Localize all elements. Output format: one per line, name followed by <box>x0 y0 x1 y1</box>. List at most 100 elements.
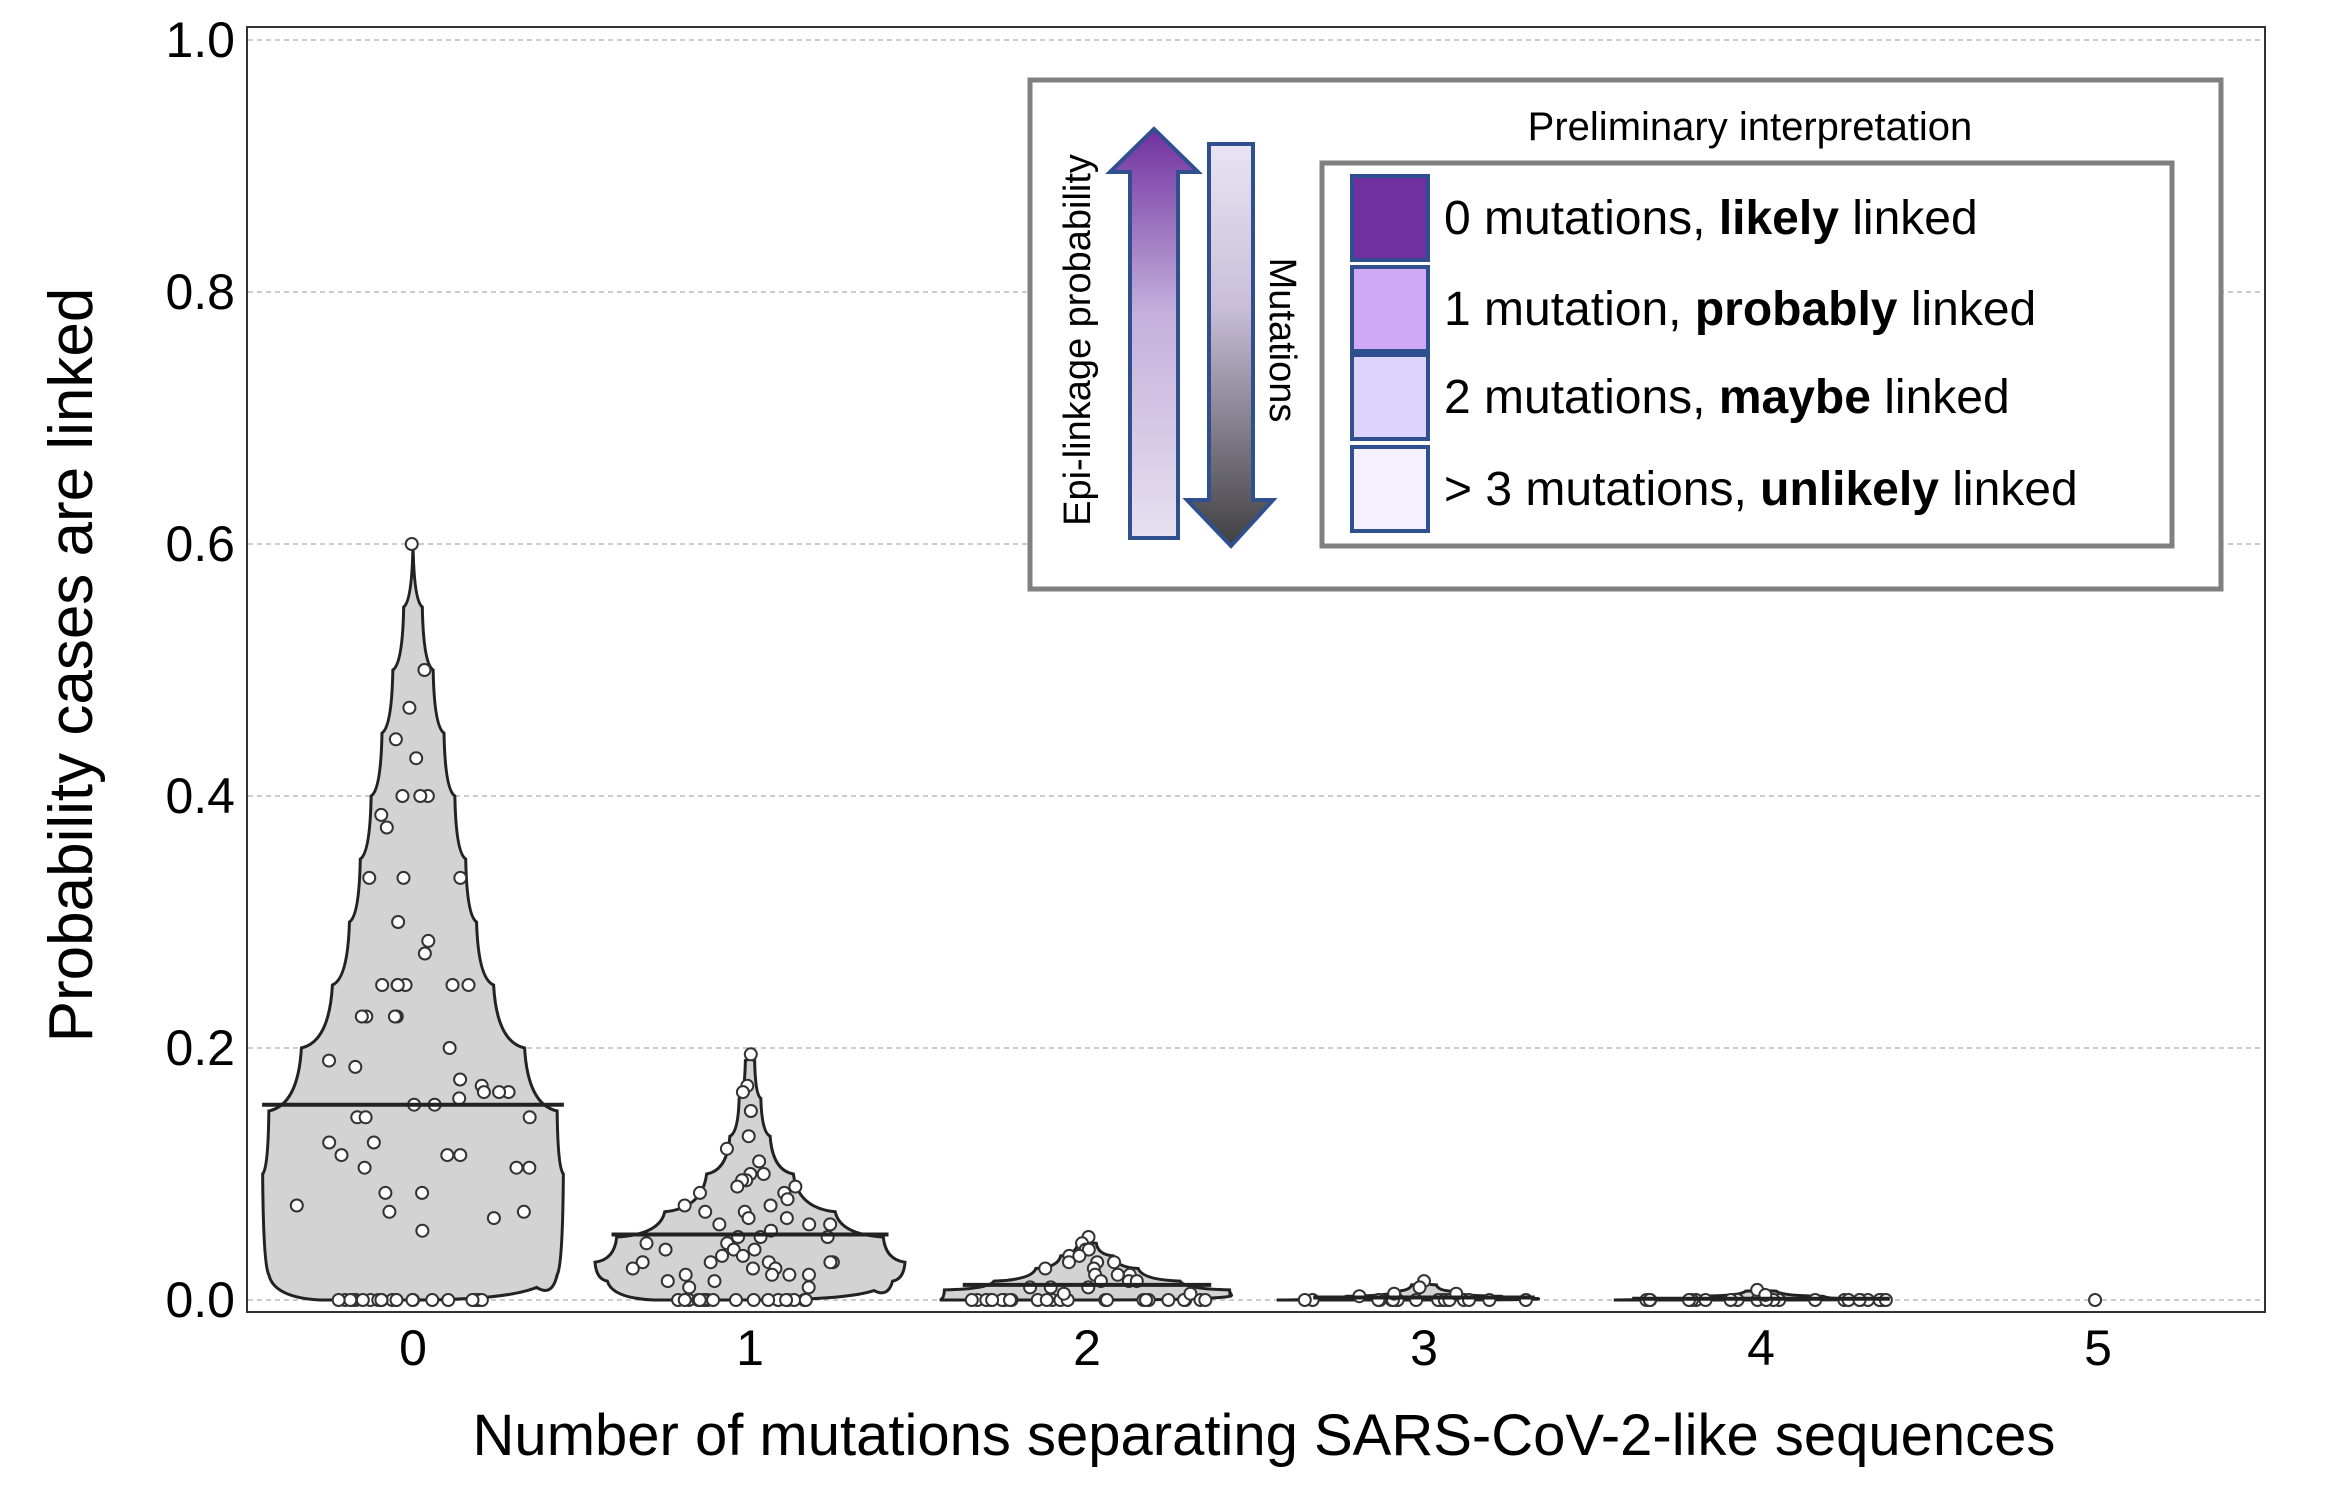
data-point <box>692 1293 707 1307</box>
data-point <box>639 1236 654 1251</box>
data-point <box>421 933 436 948</box>
data-point <box>1110 1267 1125 1282</box>
data-point <box>1003 1293 1018 1307</box>
data-point <box>801 1267 816 1282</box>
data-point <box>374 807 389 822</box>
legend-label-text: linked <box>1939 463 2078 516</box>
data-point <box>522 1110 537 1125</box>
data-point <box>1161 1293 1176 1307</box>
data-point <box>964 1293 979 1307</box>
data-point <box>715 1248 730 1263</box>
data-point <box>660 1274 675 1289</box>
data-point <box>442 1041 457 1055</box>
data-point <box>374 1293 389 1307</box>
violin-body <box>261 543 565 1302</box>
data-point <box>779 1293 794 1307</box>
data-point <box>728 1293 743 1307</box>
y-tick-label: 0.6 <box>165 516 235 572</box>
legend-item: 2 mutations, maybe linked <box>1350 353 2010 441</box>
legend-title: Preliminary interpretation <box>1528 105 1973 149</box>
legend-swatch <box>1350 445 1430 533</box>
legend: Epi-linkage probability Mutations Prelim… <box>1027 77 2224 592</box>
y-tick-label: 1.0 <box>165 12 235 68</box>
data-point <box>355 1293 370 1307</box>
data-point <box>2088 1293 2103 1307</box>
data-point <box>453 1072 468 1087</box>
data-point <box>761 1293 776 1307</box>
legend-swatch <box>1350 174 1430 262</box>
data-point <box>445 978 460 992</box>
y-tick-label: 0.0 <box>165 1272 235 1328</box>
data-point <box>719 1141 734 1156</box>
violin-5 <box>2088 1293 2103 1307</box>
x-tick-label: 1 <box>736 1320 764 1376</box>
y-tick-label: 0.8 <box>165 264 235 320</box>
y-axis-label: Probability cases are linked <box>37 288 106 1043</box>
legend-item: 1 mutation, probably linked <box>1350 265 2036 353</box>
data-point <box>788 1179 803 1194</box>
data-point <box>388 732 403 747</box>
data-point <box>357 1160 372 1175</box>
data-point <box>1297 1293 1312 1307</box>
legend-label: 0 mutations, likely linked <box>1444 192 1978 245</box>
legend-label-text: 2 mutations, <box>1444 371 1719 424</box>
data-point <box>780 1192 795 1207</box>
legend-label-text: linked <box>1871 371 2010 424</box>
data-point <box>682 1280 697 1295</box>
data-point <box>801 1280 816 1295</box>
legend-item: 0 mutations, likely linked <box>1350 174 1978 262</box>
data-point <box>1107 1255 1122 1270</box>
legend-swatch <box>1350 265 1430 353</box>
data-point <box>735 1085 750 1100</box>
data-point <box>405 1293 420 1307</box>
data-point <box>492 1085 507 1100</box>
data-point <box>379 820 394 835</box>
data-point <box>509 1160 524 1175</box>
x-tick-label: 3 <box>1410 1320 1438 1376</box>
data-point <box>1139 1293 1154 1307</box>
data-point <box>402 700 417 715</box>
data-point <box>747 1242 762 1257</box>
x-tick-label: 4 <box>1747 1320 1775 1376</box>
data-point <box>441 1293 456 1307</box>
data-point <box>779 1211 794 1226</box>
data-point <box>1038 1261 1053 1276</box>
violin-2 <box>939 1230 1233 1307</box>
data-point <box>389 1293 404 1307</box>
data-point <box>678 1267 693 1282</box>
data-point <box>395 789 410 803</box>
x-tick-label: 0 <box>399 1320 427 1376</box>
data-point <box>798 1293 813 1307</box>
data-point <box>1198 1293 1213 1307</box>
data-point <box>387 1009 402 1024</box>
data-point <box>743 1104 758 1118</box>
data-point <box>358 1110 373 1125</box>
data-point <box>465 1293 480 1307</box>
arrow-down-icon <box>1182 142 1278 549</box>
data-point <box>425 1293 440 1307</box>
data-point <box>765 1267 780 1282</box>
data-point <box>343 1293 358 1307</box>
data-point <box>692 1185 707 1200</box>
data-point <box>453 870 468 885</box>
y-tick-label: 0.2 <box>165 1020 235 1076</box>
data-point <box>378 1185 393 1200</box>
data-point <box>404 537 419 551</box>
data-point <box>461 978 476 992</box>
violin-0 <box>261 537 565 1307</box>
data-point <box>289 1198 304 1213</box>
data-point <box>390 978 405 992</box>
data-point <box>1081 1242 1096 1257</box>
arrow-up-icon <box>1105 126 1203 540</box>
data-point <box>1072 1248 1087 1263</box>
data-point <box>322 1135 337 1150</box>
legend-label: > 3 mutations, unlikely linked <box>1444 463 2078 516</box>
legend-label: 1 mutation, probably linked <box>1444 283 2036 336</box>
legend-label: 2 mutations, maybe linked <box>1444 371 2010 424</box>
x-tick-labels: 0 1 2 3 4 5 <box>399 1320 2112 1376</box>
data-point <box>417 663 432 677</box>
plot-frame <box>246 26 2266 1313</box>
legend-label-text: linked <box>1839 192 1978 245</box>
legend-label-bold: maybe <box>1719 371 1871 424</box>
